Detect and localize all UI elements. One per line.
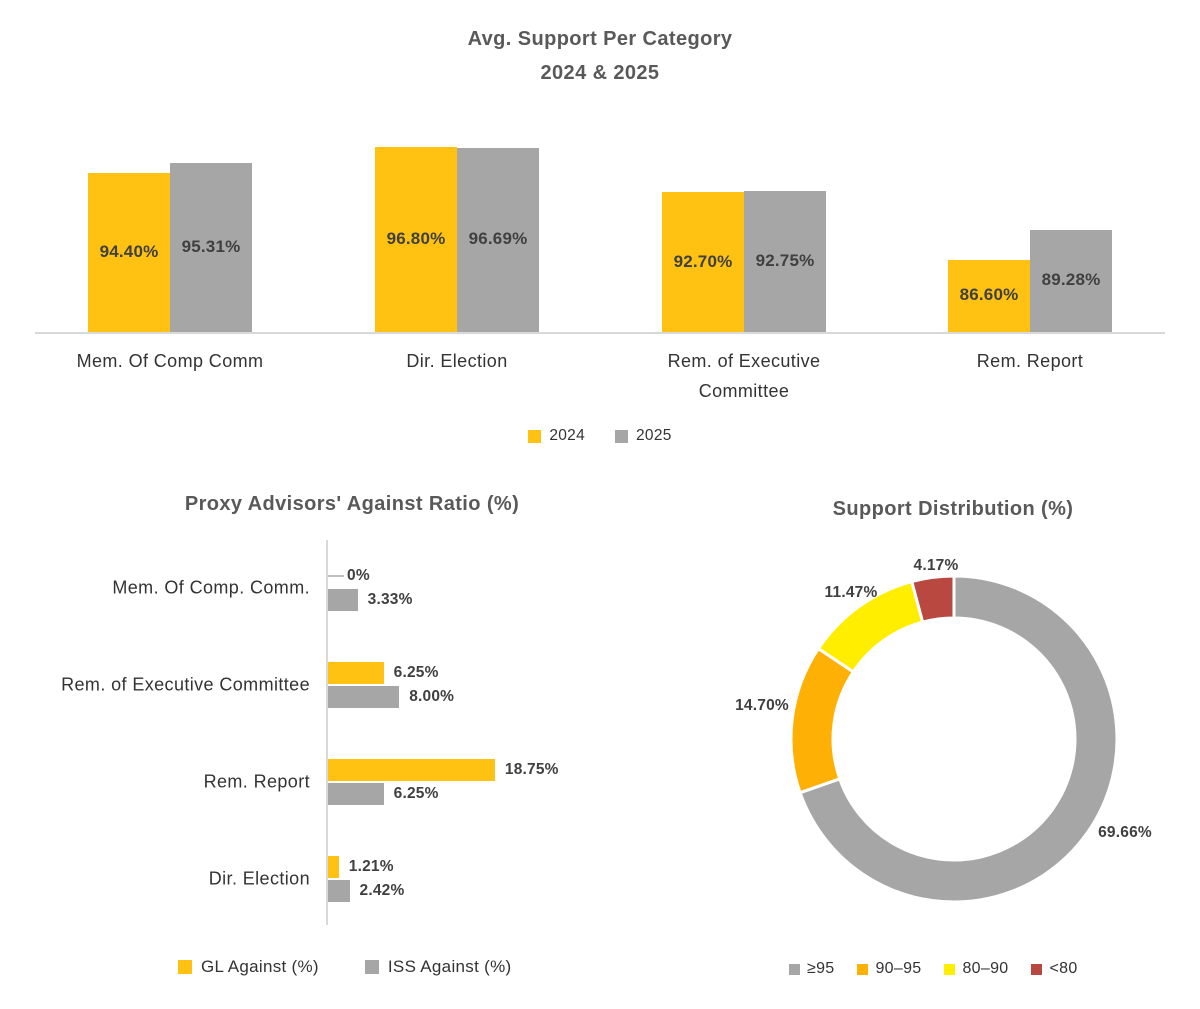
bar-value-label: 94.40% xyxy=(99,242,159,262)
legend-item-2024: 2024 xyxy=(528,427,585,445)
bar-2024 xyxy=(375,146,457,333)
legend-item-≥95: ≥95 xyxy=(789,960,834,978)
category-label: Dir. Election xyxy=(406,351,508,371)
donut-chart xyxy=(789,574,1119,904)
legend-label: <80 xyxy=(1049,960,1078,977)
donut-slice-<80 xyxy=(909,574,956,624)
category-label: Mem. Of Comp. Comm. xyxy=(112,577,310,598)
bar-GL Against (%) xyxy=(328,662,384,684)
bar-value-label: 0% xyxy=(347,567,370,584)
avg-support-legend: 2024 2025 xyxy=(0,427,1200,445)
donut-slice-label: 14.70% xyxy=(735,697,789,714)
legend-label: 2025 xyxy=(636,427,672,444)
zero-leader-line xyxy=(328,575,344,577)
bar-value-label: 96.80% xyxy=(386,228,446,248)
bar-2025 xyxy=(1030,229,1112,333)
bar-ISS Against (%) xyxy=(328,589,358,611)
bar-GL Against (%) xyxy=(328,759,495,781)
legend-label: 2024 xyxy=(549,427,585,444)
legend-item-ISS Against (%): ISS Against (%) xyxy=(364,957,512,977)
donut-slice-90–95 xyxy=(789,646,856,795)
bar-2024 xyxy=(88,173,170,333)
category-label: Rem. Report xyxy=(203,771,310,792)
bar-2025 xyxy=(170,163,252,333)
donut-slice-label: 11.47% xyxy=(824,584,878,601)
support-distribution-legend: ≥95 90–95 80–90 <80 xyxy=(789,960,1078,978)
legend-swatch xyxy=(178,960,192,974)
y-axis-line xyxy=(326,540,328,925)
bar-value-label: 6.25% xyxy=(393,664,439,681)
bar-value-label: 2.42% xyxy=(359,882,405,899)
support-distribution-title: Support Distribution (%) xyxy=(832,498,1074,520)
avg-support-title-line1: Avg. Support Per Category xyxy=(467,28,733,50)
x-axis-line xyxy=(35,332,1165,334)
bar-GL Against (%) xyxy=(328,856,339,878)
donut-slice-≥95 xyxy=(798,574,1119,904)
donut-slice-label: 4.17% xyxy=(913,557,959,574)
legend-item-GL Against (%): GL Against (%) xyxy=(178,957,319,977)
category-label: Rem. Report xyxy=(976,351,1084,371)
category-label: Dir. Election xyxy=(208,868,310,889)
category-label: Rem. of Executive Committee xyxy=(667,351,821,401)
bar-ISS Against (%) xyxy=(328,686,400,708)
avg-support-title: Avg. Support Per Category 2024 & 2025 xyxy=(0,22,1200,90)
legend-item-80–90: 80–90 xyxy=(944,960,1008,978)
legend-label: 80–90 xyxy=(962,960,1009,977)
legend-label: ISS Against (%) xyxy=(387,957,512,976)
bar-2024 xyxy=(662,192,744,333)
bar-value-label: 86.60% xyxy=(959,285,1019,305)
bar-2025 xyxy=(744,191,826,333)
bar-value-label: 1.21% xyxy=(348,858,394,875)
legend-swatch xyxy=(528,429,542,443)
bar-value-label: 6.25% xyxy=(393,785,439,802)
bar-value-label: 95.31% xyxy=(181,237,241,257)
legend-item-90–95: 90–95 xyxy=(857,960,921,978)
legend-swatch xyxy=(944,963,956,975)
bar-value-label: 3.33% xyxy=(367,591,413,608)
legend-item-<80: <80 xyxy=(1031,960,1077,978)
bar-2024 xyxy=(948,259,1030,333)
legend-swatch xyxy=(857,963,869,975)
bar-value-label: 96.69% xyxy=(468,229,528,249)
bar-value-label: 8.00% xyxy=(409,688,455,705)
bar-ISS Against (%) xyxy=(328,880,350,902)
against-ratio-legend: GL Against (%) ISS Against (%) xyxy=(178,957,511,977)
avg-support-title-line2: 2024 & 2025 xyxy=(540,62,660,84)
legend-swatch xyxy=(789,963,800,975)
legend-item-2025: 2025 xyxy=(615,427,672,445)
bar-value-label: 92.70% xyxy=(673,251,733,271)
legend-swatch xyxy=(1031,963,1043,975)
legend-swatch xyxy=(615,429,628,443)
against-ratio-title: Proxy Advisors' Against Ratio (%) xyxy=(184,493,520,515)
bar-value-label: 18.75% xyxy=(504,761,559,778)
legend-label: GL Against (%) xyxy=(201,957,319,976)
bar-value-label: 89.28% xyxy=(1041,270,1101,290)
category-label: Mem. Of Comp Comm xyxy=(76,351,264,371)
legend-label: ≥95 xyxy=(807,960,835,977)
bar-ISS Against (%) xyxy=(328,783,384,805)
bar-value-label: 92.75% xyxy=(755,251,815,271)
legend-label: 90–95 xyxy=(875,960,922,977)
category-label: Rem. of Executive Committee xyxy=(61,674,310,695)
bar-2025 xyxy=(457,147,539,333)
legend-swatch xyxy=(364,960,379,974)
donut-slice-label: 69.66% xyxy=(1098,824,1152,841)
